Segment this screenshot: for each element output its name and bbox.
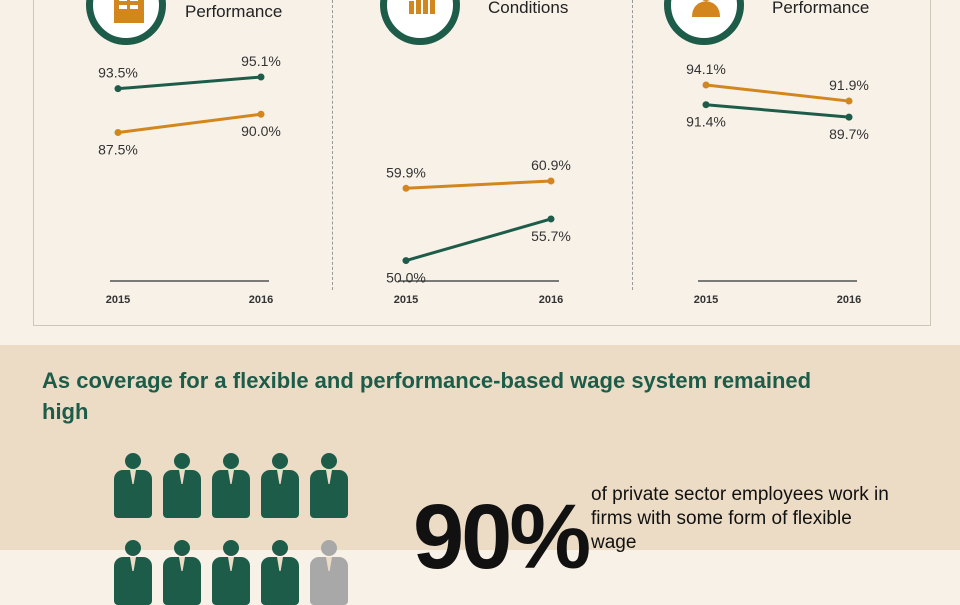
data-label: 60.9% — [531, 157, 571, 173]
x-tick-label: 2016 — [249, 294, 273, 306]
data-point — [114, 85, 122, 93]
data-label: 93.5% — [98, 65, 138, 81]
data-label: 55.7% — [531, 228, 571, 244]
x-tick-label: 2015 — [106, 294, 130, 306]
x-tick-label: 2015 — [694, 294, 718, 306]
data-label: 91.9% — [829, 77, 869, 93]
section-heading: As coverage for a flexible and performan… — [42, 368, 812, 424]
x-tick-label: 2015 — [394, 294, 418, 306]
divider — [332, 0, 333, 290]
stat-value: 90% — [413, 486, 591, 588]
data-point — [845, 97, 853, 105]
data-point — [402, 184, 410, 192]
series-line — [117, 112, 262, 134]
series-line — [705, 103, 850, 119]
line-charts: 2015 2016 93.5% 95.1% 87.5% 90.0% 2015 2016 50.0… — [98, 53, 869, 306]
divider — [632, 0, 633, 290]
data-point — [402, 257, 410, 265]
series-line — [705, 83, 850, 103]
data-point — [257, 110, 265, 118]
data-label: 59.9% — [386, 164, 426, 180]
panel-title: Performance — [185, 2, 283, 21]
data-label: 90.0% — [241, 123, 281, 139]
series-line — [117, 75, 262, 91]
series-line — [405, 217, 552, 263]
data-point — [547, 215, 555, 223]
data-label: 87.5% — [98, 141, 138, 157]
data-label: 50.0% — [386, 270, 426, 286]
x-tick-label: 2016 — [539, 294, 563, 306]
data-label: 94.1% — [686, 61, 726, 77]
x-tick-label: 2016 — [837, 294, 861, 306]
data-point — [702, 101, 710, 109]
panel-title: Performance — [772, 0, 870, 17]
stat-description: of private sector employees work in firm… — [591, 484, 889, 553]
series-line — [405, 179, 552, 190]
data-point — [702, 81, 710, 89]
chart-frame — [33, 0, 931, 326]
data-point — [114, 128, 122, 136]
data-label: 89.7% — [829, 126, 869, 142]
data-label: 95.1% — [241, 53, 281, 69]
top-panel: Performance Conditions Performance 2015 2… — [33, 0, 931, 326]
data-point — [547, 177, 555, 185]
data-point — [845, 113, 853, 121]
data-point — [257, 73, 265, 81]
coverage-section: As coverage for a flexible and performan… — [0, 345, 960, 605]
panel-title: Conditions — [488, 0, 569, 17]
data-label: 91.4% — [686, 114, 726, 130]
